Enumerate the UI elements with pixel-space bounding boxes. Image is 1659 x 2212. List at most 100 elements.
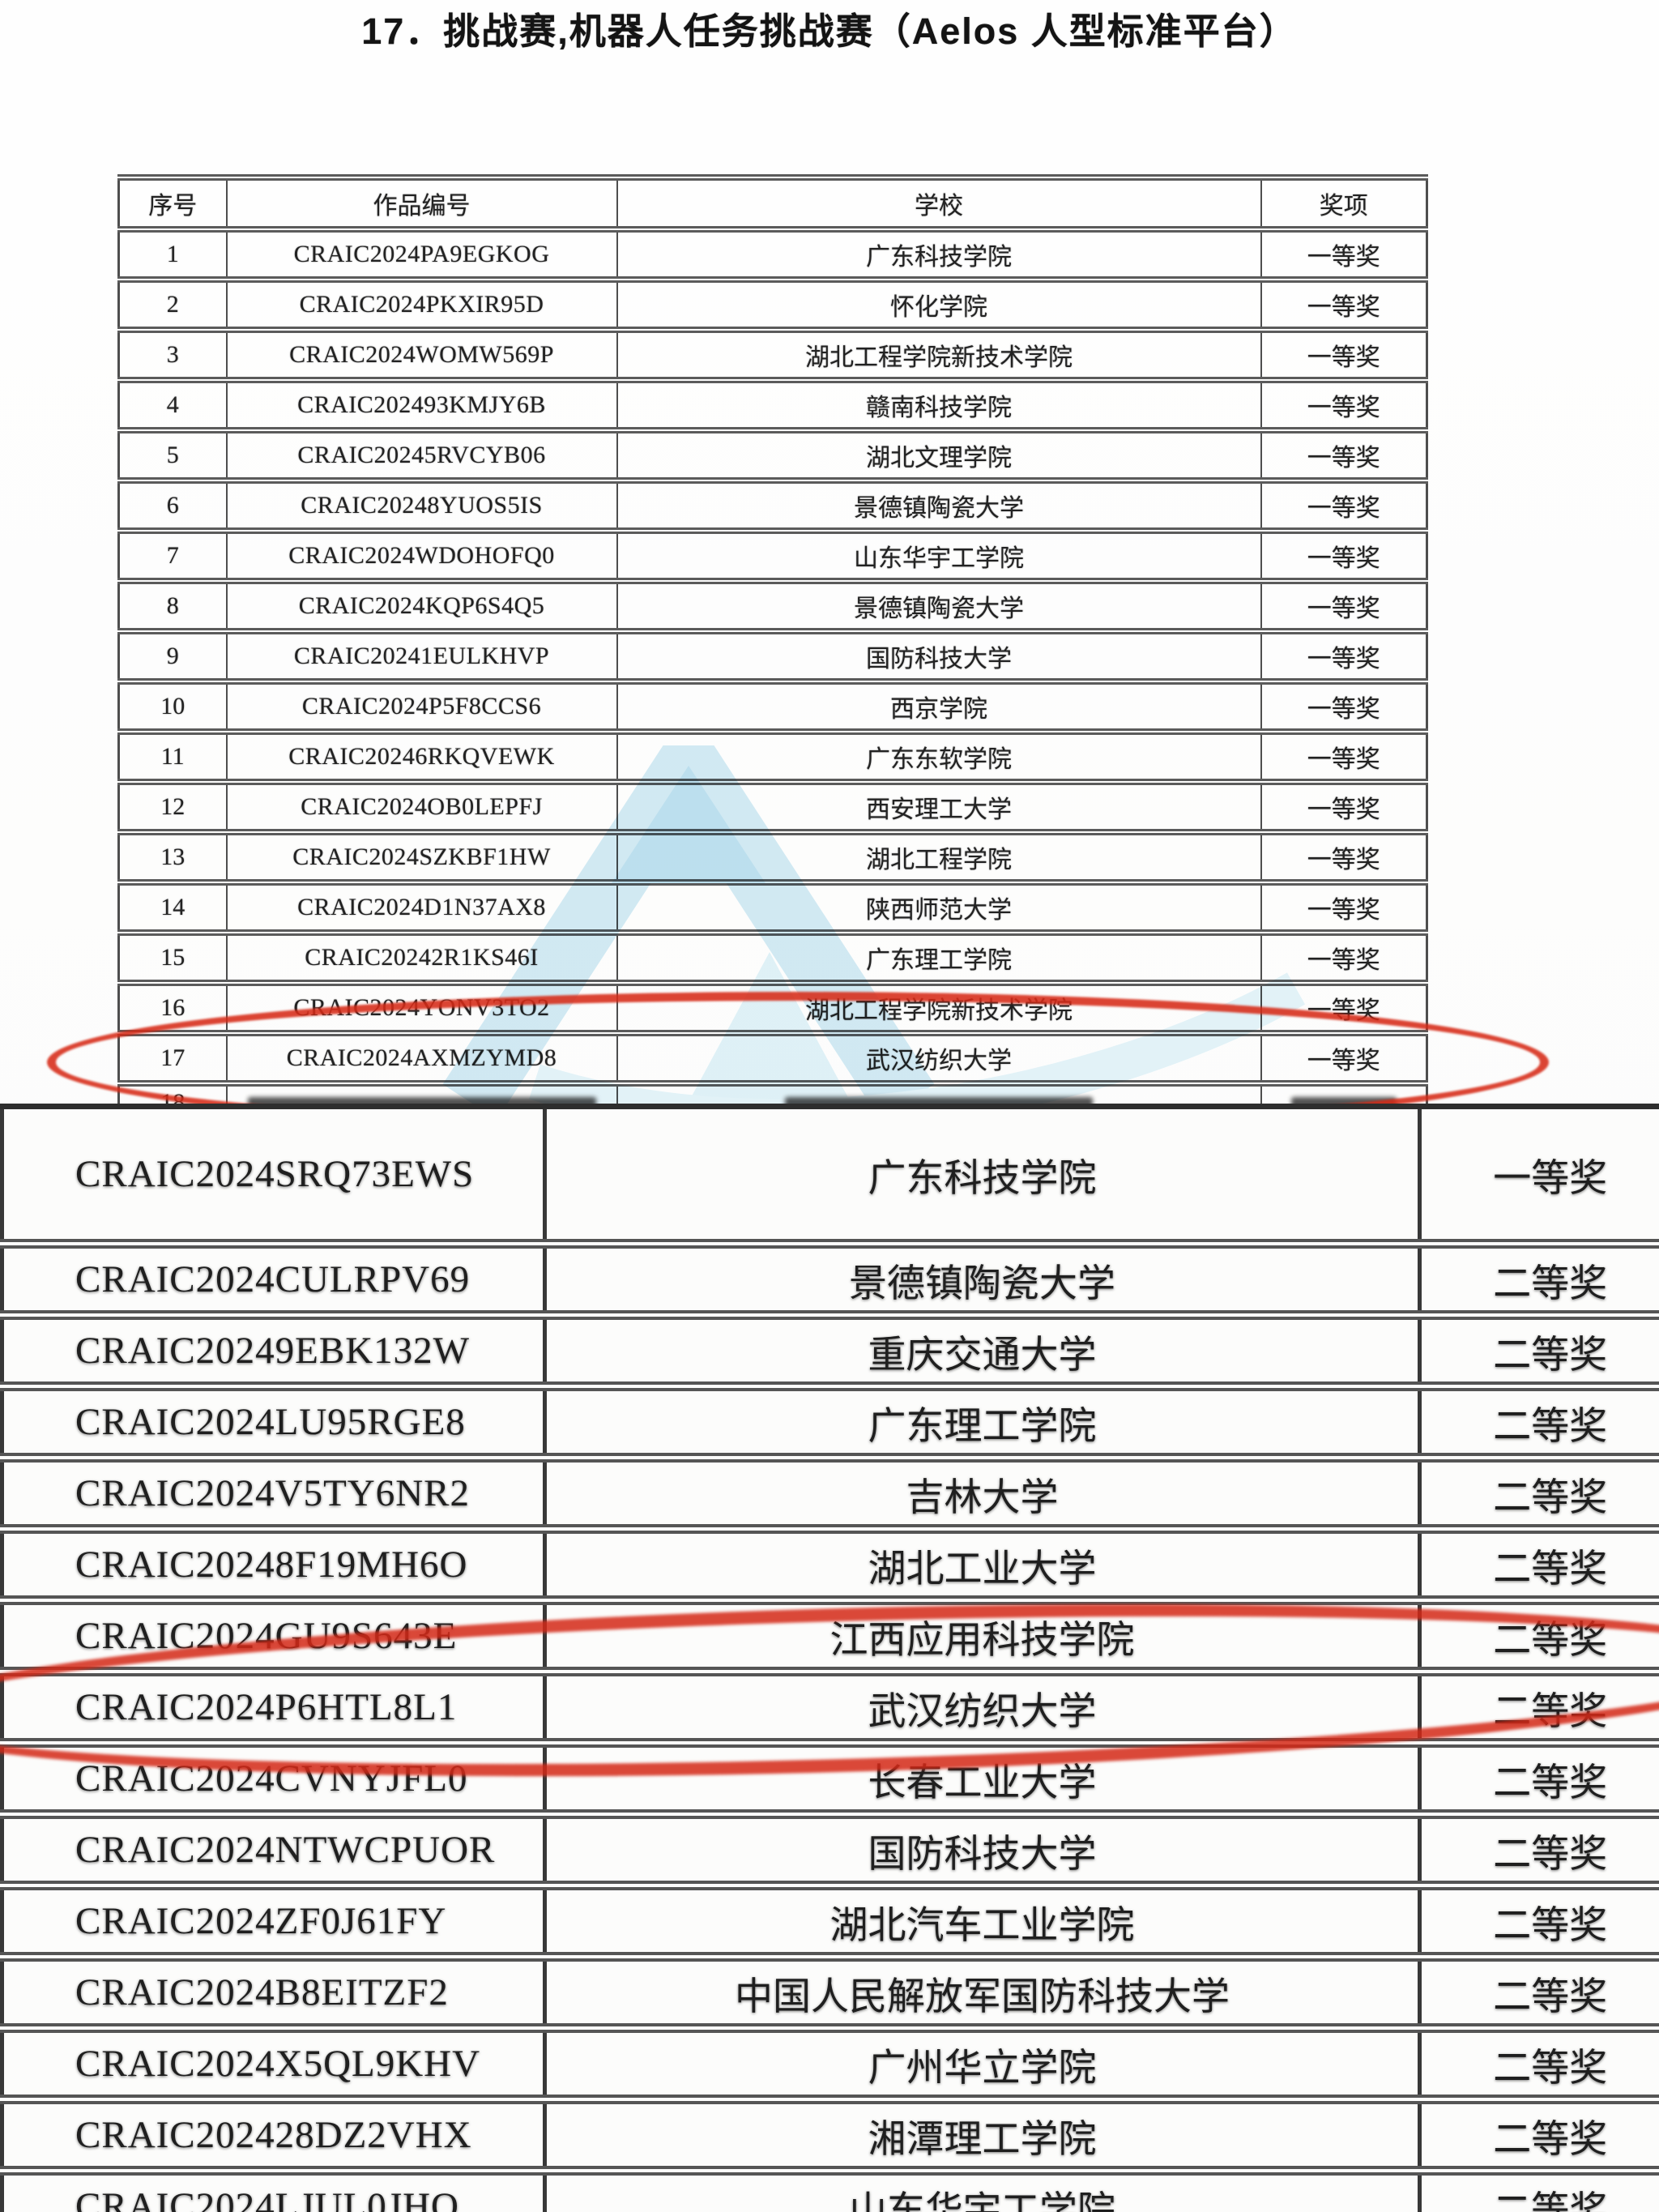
table-header-row: 序号 作品编号 学校 奖项 [117,174,1428,229]
school-cell: 湖北工业大学 [543,1524,1422,1600]
row-number-cell: 3 [117,327,228,380]
award-cell: 二等奖 [1418,2023,1659,2099]
zoomed-table-row: CRAIC2024X5QL9KHV 广州华立学院 二等奖 [0,2023,1659,2099]
award-cell: 一等奖 [1260,678,1428,732]
row-number-cell: 13 [117,829,228,882]
row-number-cell: 9 [117,628,228,681]
row-number-cell: 5 [117,427,228,480]
table-row: 10 CRAIC2024P5F8CCS6 西京学院 一等奖 [117,678,1428,732]
school-cell: 国防科技大学 [616,628,1262,681]
zoomed-table-overlay: CRAIC2024SRQ73EWS 广东科技学院 一等奖 CRAIC2024CULRP… [0,1104,1659,2212]
school-cell: 西京学院 [616,678,1262,732]
award-cell: 一等奖 [1260,578,1428,631]
row-number-cell: 15 [117,929,228,983]
row-number-cell: 6 [117,477,228,531]
zoomed-table-row: CRAIC2024CVNYJFL0 长春工业大学 二等奖 [0,1738,1659,1814]
entry-id-cell: CRAIC20249EBK132W [0,1310,547,1386]
entry-id-cell: CRAIC20245RVCYB06 [225,427,618,480]
table-row: 4 CRAIC202493KMJY6B 赣南科技学院 一等奖 [117,377,1428,430]
award-cell: 二等奖 [1418,1667,1659,1743]
table-row: 15 CRAIC20242R1KS46I 广东理工学院 一等奖 [117,929,1428,983]
school-cell: 国防科技大学 [543,1809,1422,1885]
award-cell: 二等奖 [1418,1524,1659,1600]
table-row: 16 CRAIC2024YONV3TO2 湖北工程学院新技术学院 一等奖 [117,980,1428,1033]
entry-id-cell: CRAIC202493KMJY6B [225,377,618,430]
entry-id-cell: CRAIC2024ZF0J61FY [0,1881,547,1957]
table-row: 17 CRAIC2024AXMZYMD8 武汉纺织大学 一等奖 [117,1030,1428,1083]
awards-table-page1: 序号 作品编号 学校 奖项 1 CRAIC2024PA9EGKOG 广东科技学院 一等奖 2 C… [117,174,1428,1130]
award-cell: 二等奖 [1418,1239,1659,1315]
award-cell: 二等奖 [1418,1453,1659,1529]
school-cell: 长春工业大学 [543,1738,1422,1814]
award-cell: 一等奖 [1260,276,1428,330]
school-cell: 广东理工学院 [616,929,1262,983]
school-cell: 景德镇陶瓷大学 [616,477,1262,531]
table-row: 1 CRAIC2024PA9EGKOG 广东科技学院 一等奖 [117,226,1428,280]
entry-id-cell: CRAIC2024D1N37AX8 [225,879,618,933]
entry-id-cell: CRAIC2024WDOHOFQ0 [225,527,618,581]
school-cell: 武汉纺织大学 [616,1030,1262,1083]
entry-id-cell: CRAIC2024OB0LEPFJ [225,779,618,832]
table-row: 3 CRAIC2024WOMW569P 湖北工程学院新技术学院 一等奖 [117,327,1428,380]
school-cell: 景德镇陶瓷大学 [543,1239,1422,1315]
entry-id-cell: CRAIC2024P6HTL8L1 [0,1667,547,1743]
table-row: 12 CRAIC2024OB0LEPFJ 西安理工大学 一等奖 [117,779,1428,832]
award-cell: 一等奖 [1260,527,1428,581]
entry-id-cell: CRAIC20248F19MH6O [0,1524,547,1600]
zoomed-table-row: CRAIC2024P6HTL8L1 武汉纺织大学 二等奖 [0,1667,1659,1743]
entry-id-cell: CRAIC2024SRQ73EWS [0,1109,547,1244]
row-number-cell: 8 [117,578,228,631]
school-cell: 广东科技学院 [543,1109,1422,1244]
award-cell: 一等奖 [1260,728,1428,782]
award-cell: 一等奖 [1260,779,1428,832]
column-header: 序号 [117,174,228,229]
school-cell: 中国人民解放军国防科技大学 [543,1952,1422,2028]
award-cell: 一等奖 [1260,327,1428,380]
award-cell: 一等奖 [1260,980,1428,1033]
row-number-cell: 11 [117,728,228,782]
school-cell: 景德镇陶瓷大学 [616,578,1262,631]
row-number-cell: 14 [117,879,228,933]
zoomed-table-row: CRAIC2024V5TY6NR2 吉林大学 二等奖 [0,1453,1659,1529]
award-cell: 二等奖 [1418,1738,1659,1814]
school-cell: 湖北文理学院 [616,427,1262,480]
table-row: 9 CRAIC20241EULKHVP 国防科技大学 一等奖 [117,628,1428,681]
entry-id-cell: CRAIC2024LU95RGE8 [0,1381,547,1458]
award-cell: 一等奖 [1260,477,1428,531]
school-cell: 西安理工大学 [616,779,1262,832]
awards-table-zoomed: CRAIC2024SRQ73EWS 广东科技学院 一等奖 CRAIC2024CULRP… [0,1109,1659,2212]
zoomed-table-row: CRAIC2024CULRPV69 景德镇陶瓷大学 二等奖 [0,1239,1659,1315]
column-header: 奖项 [1260,174,1428,229]
entry-id-cell: CRAIC2024LJUL0JHO [0,2166,547,2212]
entry-id-cell: CRAIC2024WOMW569P [225,327,618,380]
zoomed-table-row: CRAIC2024LU95RGE8 广东理工学院 二等奖 [0,1381,1659,1458]
school-cell: 湖北工程学院新技术学院 [616,327,1262,380]
award-cell: 一等奖 [1260,226,1428,280]
award-cell: 一等奖 [1260,929,1428,983]
school-cell: 广东科技学院 [616,226,1262,280]
entry-id-cell: CRAIC2024SZKBF1HW [225,829,618,882]
table-row: 6 CRAIC20248YUOS5IS 景德镇陶瓷大学 一等奖 [117,477,1428,531]
school-cell: 陕西师范大学 [616,879,1262,933]
school-cell: 广东东软学院 [616,728,1262,782]
entry-id-cell: CRAIC2024P5F8CCS6 [225,678,618,732]
school-cell: 湖北工程学院 [616,829,1262,882]
column-header: 作品编号 [225,174,618,229]
school-cell: 湘潭理工学院 [543,2095,1422,2171]
entry-id-cell: CRAIC2024AXMZYMD8 [225,1030,618,1083]
award-cell: 二等奖 [1418,1310,1659,1386]
entry-id-cell: CRAIC20241EULKHVP [225,628,618,681]
school-cell: 湖北工程学院新技术学院 [616,980,1262,1033]
entry-id-cell: CRAIC2024KQP6S4Q5 [225,578,618,631]
award-cell: 二等奖 [1418,1809,1659,1885]
school-cell: 怀化学院 [616,276,1262,330]
entry-id-cell: CRAIC2024PA9EGKOG [225,226,618,280]
zoomed-table-row: CRAIC2024ZF0J61FY 湖北汽车工业学院 二等奖 [0,1881,1659,1957]
zoomed-table-row: CRAIC2024GU9S643E 江西应用科技学院 二等奖 [0,1595,1659,1672]
row-number-cell: 16 [117,980,228,1033]
entry-id-cell: CRAIC20248YUOS5IS [225,477,618,531]
zoomed-table-row: CRAIC2024NTWCPUOR 国防科技大学 二等奖 [0,1809,1659,1885]
zoomed-table-row: CRAIC2024SRQ73EWS 广东科技学院 一等奖 [0,1109,1659,1244]
school-cell: 重庆交通大学 [543,1310,1422,1386]
